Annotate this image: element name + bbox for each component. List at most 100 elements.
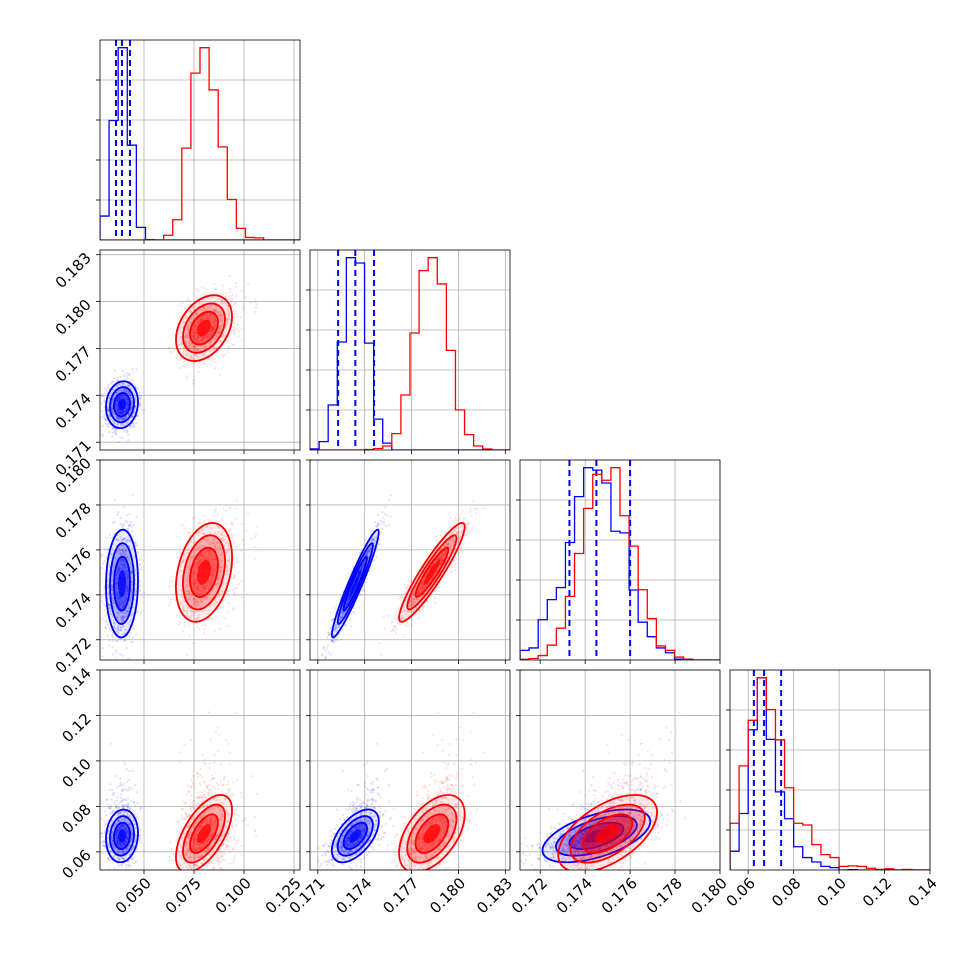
sample-point [132, 421, 135, 424]
sample-point [198, 521, 201, 525]
sample-point [226, 624, 229, 627]
sample-point [200, 589, 203, 592]
sample-point [205, 313, 208, 317]
sample-point [120, 558, 123, 561]
sample-point [118, 410, 121, 414]
sample-point [197, 534, 200, 537]
sample-point [197, 585, 200, 589]
sample-point [138, 403, 141, 406]
sample-point [119, 382, 122, 385]
sample-point [112, 625, 115, 628]
sample-point [111, 435, 114, 438]
sample-point [208, 312, 211, 315]
sample-point [126, 555, 129, 558]
sample-point [122, 620, 125, 623]
sample-point [123, 639, 127, 642]
sample-point [218, 374, 222, 377]
sample-point [208, 312, 211, 315]
histogram-series-0 [310, 257, 510, 450]
sample-point [208, 609, 211, 612]
sample-point [125, 611, 129, 614]
sample-point [202, 589, 205, 592]
sample-point [195, 347, 199, 351]
sample-point [123, 373, 126, 376]
sample-point [183, 364, 186, 367]
sample-point [189, 617, 192, 620]
sample-point [194, 339, 197, 342]
sample-point [128, 545, 132, 548]
sample-point [126, 581, 130, 584]
sample-point [319, 667, 321, 669]
sample-point [113, 413, 116, 416]
sample-point [208, 542, 211, 546]
sample-point [204, 588, 207, 591]
sample-point [190, 575, 193, 578]
sample-point [208, 597, 211, 600]
sample-point [214, 310, 217, 313]
sample-point [114, 385, 118, 388]
sample-point [253, 535, 257, 539]
sample-point [216, 541, 219, 544]
sample-point [203, 313, 206, 316]
sample-point [207, 316, 210, 319]
sample-point [135, 515, 138, 518]
sample-point [216, 550, 220, 554]
sample-point [218, 321, 221, 324]
sample-point [114, 557, 117, 560]
sample-point [203, 628, 206, 631]
sample-point [209, 330, 213, 333]
sample-point [117, 611, 120, 614]
sample-point [206, 335, 209, 338]
sample-point [221, 591, 224, 594]
sample-point [235, 282, 238, 285]
sample-point [130, 641, 133, 644]
sample-point [112, 380, 115, 383]
sample-point [109, 612, 113, 615]
sample-point [202, 306, 206, 309]
sample-point [116, 408, 119, 411]
sample-point [209, 331, 212, 334]
sample-point [188, 340, 191, 343]
sample-point [212, 348, 215, 351]
sample-point [116, 587, 119, 590]
sample-point [230, 577, 234, 580]
sample-point [112, 570, 115, 573]
sample-point [121, 616, 125, 619]
sample-point [118, 628, 121, 632]
sample-point [126, 610, 130, 613]
sample-point [110, 585, 114, 588]
sample-point [128, 524, 131, 527]
sample-point [134, 590, 137, 593]
sample-point [324, 649, 327, 652]
sample-point [191, 306, 194, 309]
sample-point [208, 555, 211, 558]
sample-point [196, 566, 199, 570]
sample-point [179, 564, 182, 567]
sample-point [124, 389, 128, 392]
sample-point [218, 325, 221, 328]
sample-point [226, 560, 230, 563]
sample-point [208, 358, 211, 361]
sample-point [352, 610, 355, 613]
sample-point [105, 419, 108, 422]
sample-point [116, 410, 119, 413]
sample-point [181, 560, 185, 563]
sample-point [218, 297, 221, 300]
panel-0-0 [96, 39, 301, 244]
sample-point [179, 570, 182, 573]
sample-point [233, 312, 236, 315]
sample-point [191, 315, 195, 318]
sample-point [132, 378, 135, 381]
sample-point [185, 363, 188, 366]
sample-point [112, 567, 115, 570]
sample-point [101, 618, 104, 621]
sample-point [219, 326, 222, 330]
sample-point [189, 299, 192, 302]
sample-point [201, 309, 204, 312]
sample-point [226, 350, 229, 354]
sample-point [193, 349, 196, 352]
sample-point [214, 318, 217, 322]
sample-point [127, 414, 131, 417]
sample-point [138, 397, 141, 400]
sample-point [112, 395, 116, 398]
